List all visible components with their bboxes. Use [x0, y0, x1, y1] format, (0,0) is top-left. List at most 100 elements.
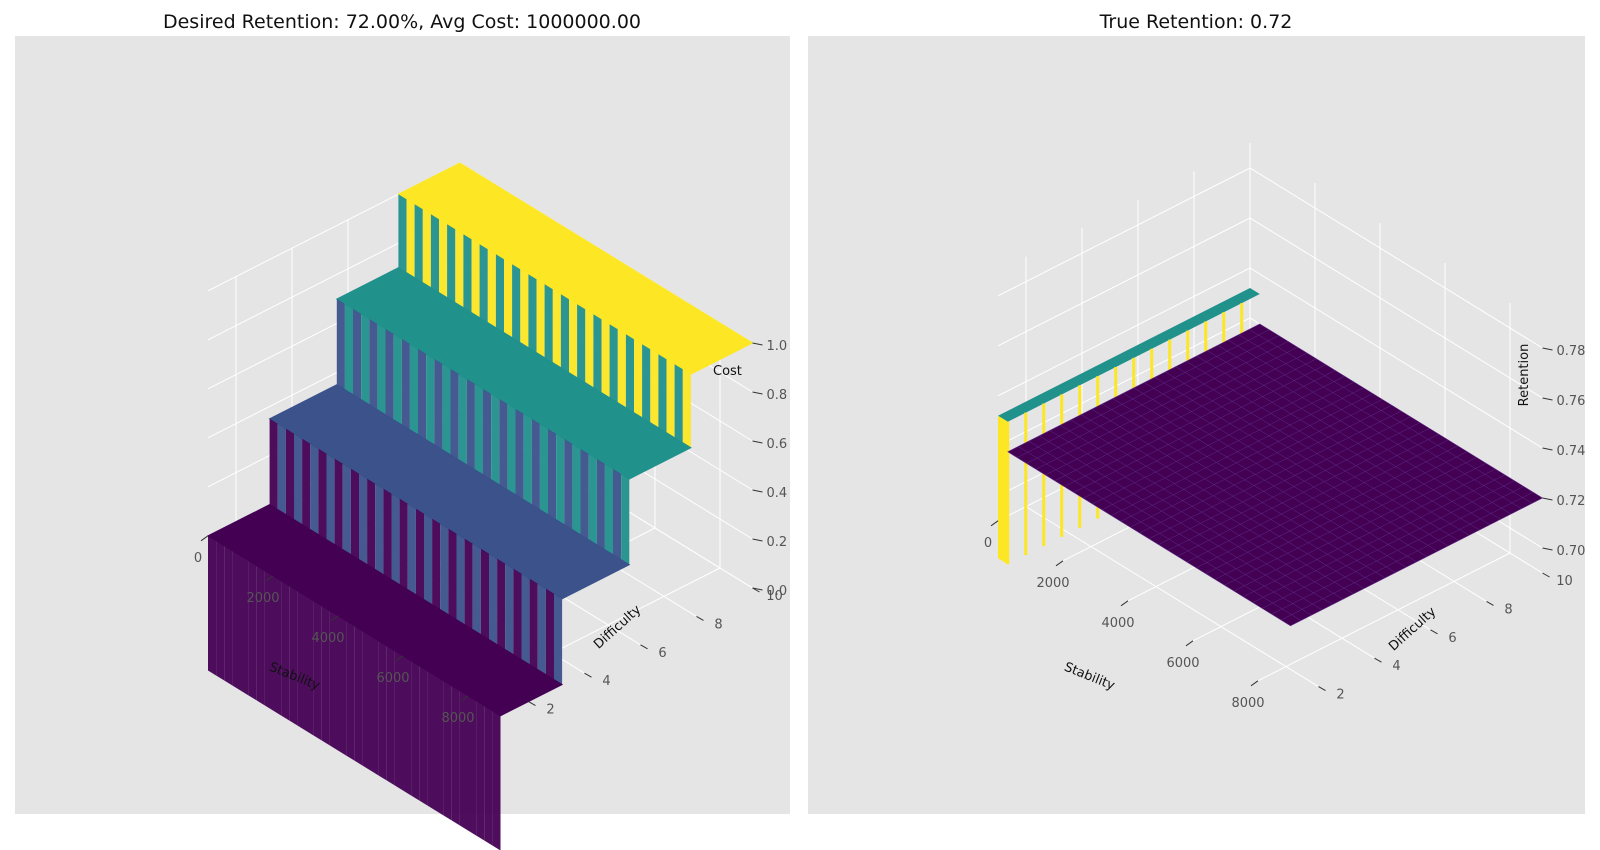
y-tick-mark	[696, 615, 704, 621]
z-tick-label: 0.8	[767, 388, 788, 403]
surface-wall-strip	[362, 630, 371, 771]
surface-mesh-line	[1196, 355, 1480, 531]
x-tick-mark	[1185, 640, 1194, 647]
surface-mesh-line	[1175, 366, 1459, 541]
surface-wall-strip	[426, 354, 435, 445]
gridline-z	[997, 167, 1543, 349]
surface-mesh-line	[1217, 345, 1501, 520]
surface-mesh-line	[1039, 435, 1323, 611]
z-tick-label: 0.4	[767, 486, 788, 501]
surface-wall-strip	[264, 570, 273, 711]
cost-surface	[206, 162, 754, 850]
cost-chart: Desired Retention: 72.00%, Avg Cost: 100…	[15, 11, 790, 850]
surface-wall-strip	[367, 478, 376, 570]
surface-wall-strip	[430, 214, 439, 293]
y-tick-mark	[1430, 629, 1438, 635]
surface-mesh-line	[1091, 408, 1375, 584]
z-tick-label: 0.70	[1557, 544, 1586, 559]
surface-wall-strip	[577, 304, 586, 383]
surface-wall-strip	[480, 548, 489, 640]
surface-wall-strip	[310, 443, 319, 535]
surface-wall-strip	[391, 493, 400, 585]
surface-wall-strip	[564, 439, 573, 530]
z-tick-mark	[1542, 547, 1553, 551]
retention-chart-title: True Retention: 0.72	[1099, 11, 1293, 33]
surface-wall-strip	[385, 329, 394, 420]
x-tick-label: 0	[194, 551, 202, 566]
surface-wall-strip	[448, 528, 457, 620]
surface-wall-strip	[269, 418, 278, 510]
surface-mesh-line	[1133, 387, 1417, 563]
z-tick-label: 0.78	[1557, 344, 1586, 359]
surface-wall-strip	[427, 670, 436, 811]
surface-wall-strip	[350, 468, 359, 560]
surface-wall-strip	[674, 364, 683, 443]
surface-wall-strip	[398, 194, 407, 273]
surface-wall-strip	[539, 424, 548, 515]
retention-chart-axes: 0 2000 4000 6000 8000 2 4 6 8 10 0.70 0.72 0.74 0.76 0…	[984, 344, 1586, 711]
retention-surface	[998, 288, 1544, 627]
surface-wall-strip	[479, 244, 488, 323]
surface-wall-strip	[232, 550, 241, 691]
surface-mesh-line	[1144, 382, 1428, 557]
surface-mesh-line	[1028, 440, 1312, 616]
surface-wall-strip	[666, 359, 675, 438]
surface-mesh-line	[1249, 329, 1533, 504]
surface-wall-strip	[342, 463, 351, 555]
retention-chart-zlabel: Retention	[1517, 344, 1532, 407]
surface-wall-strip	[377, 324, 386, 415]
surface-wall-strip	[625, 334, 634, 413]
surface-wall-strip	[383, 488, 392, 580]
surface-wall-strip	[513, 568, 522, 660]
surface-wall-strip	[432, 518, 441, 610]
x-tick-mark	[395, 655, 404, 662]
surface-wall-strip	[474, 384, 483, 475]
surface-wall-strip	[471, 239, 480, 318]
surface-wall-strip	[401, 339, 410, 430]
y-tick-mark	[1542, 572, 1550, 578]
x-tick-label: 4000	[311, 631, 344, 646]
surface-wall-strip	[569, 299, 578, 378]
surface-wall-strip	[604, 464, 613, 555]
x-tick-label: 2000	[1036, 576, 1069, 591]
surface-wall-strip	[442, 364, 451, 455]
surface-wall-strip	[617, 329, 626, 408]
surface-wall-strip	[580, 449, 589, 540]
surface-wall-strip	[451, 685, 460, 826]
z-tick-mark	[1542, 347, 1553, 351]
surface-wall-strip	[536, 279, 545, 358]
gridline-z	[997, 267, 1543, 449]
surface-wall-strip	[294, 433, 303, 525]
surface-wall-strip	[634, 339, 643, 418]
surface-wall-strip	[329, 610, 338, 751]
surface-wall-strip	[642, 344, 651, 423]
surface-wall-strip	[621, 474, 630, 565]
surface-wall-strip	[321, 605, 330, 746]
surface-wall-strip	[399, 498, 408, 590]
surface-wall-strip	[552, 289, 561, 368]
surface-wall-strip	[318, 448, 327, 540]
surface-wall-strip	[491, 394, 500, 485]
surface-wall-strip	[515, 409, 524, 500]
surface-wall-strip	[256, 565, 265, 706]
surface-wall-strip	[361, 314, 370, 405]
surface-wall-strip	[544, 284, 553, 363]
surface-wall-strip	[386, 645, 395, 786]
z-tick-mark	[1542, 447, 1553, 451]
surface-wall-strip	[435, 675, 444, 816]
surface-wall-strip	[545, 588, 554, 680]
surface-wall-strip	[393, 334, 402, 425]
gridline-x-floor	[1257, 552, 1511, 682]
y-tick-label: 8	[1504, 602, 1512, 617]
z-tick-label: 0.6	[767, 437, 788, 452]
y-tick-mark	[1318, 686, 1326, 692]
surface-wall-strip	[455, 229, 464, 308]
surface-wall-strip	[344, 304, 353, 395]
surface-wall-strip	[523, 414, 532, 505]
surface-edge-wall	[998, 415, 1008, 565]
surface-wall-strip	[443, 680, 452, 821]
gridline-z	[997, 217, 1543, 399]
surface-mesh-line	[1070, 419, 1354, 595]
x-tick-label: 8000	[441, 711, 474, 726]
surface-wall-strip	[483, 389, 492, 480]
